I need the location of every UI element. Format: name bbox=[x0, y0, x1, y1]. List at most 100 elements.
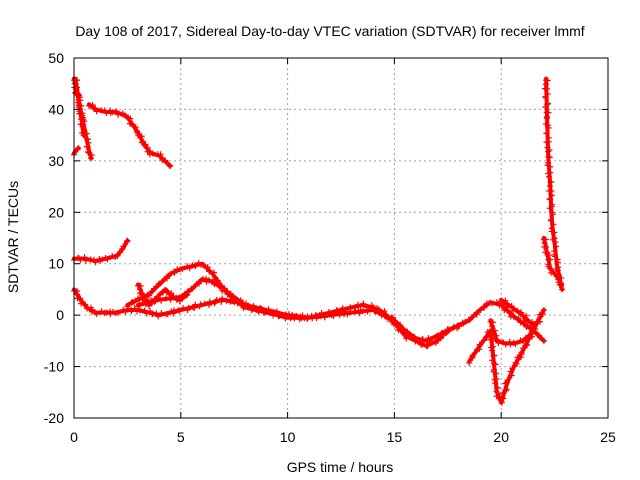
data-point bbox=[164, 311, 171, 318]
data-point bbox=[473, 309, 480, 316]
data-point bbox=[434, 334, 441, 341]
data-point bbox=[127, 115, 134, 122]
data-point bbox=[558, 281, 565, 288]
data-point bbox=[201, 300, 208, 307]
x-tick-label: 5 bbox=[177, 429, 185, 445]
data-point bbox=[74, 84, 81, 91]
data-point bbox=[170, 310, 177, 317]
data-point bbox=[146, 308, 153, 315]
data-point bbox=[470, 351, 477, 358]
data-point bbox=[546, 154, 553, 161]
data-point bbox=[80, 121, 87, 128]
data-point bbox=[124, 303, 131, 310]
data-point bbox=[246, 303, 253, 310]
data-point bbox=[351, 308, 358, 315]
data-point bbox=[138, 139, 145, 146]
data-point bbox=[78, 300, 85, 307]
data-point bbox=[504, 377, 511, 384]
data-point bbox=[191, 304, 198, 311]
data-point bbox=[455, 323, 462, 330]
data-point bbox=[494, 384, 501, 391]
data-point bbox=[512, 359, 519, 366]
data-point bbox=[544, 122, 551, 129]
data-point bbox=[197, 301, 204, 308]
data-point bbox=[84, 305, 91, 312]
data-point bbox=[158, 297, 165, 304]
data-point bbox=[490, 352, 497, 359]
data-point bbox=[540, 337, 547, 344]
data-point bbox=[92, 259, 99, 266]
data-point bbox=[544, 85, 551, 92]
data-point bbox=[113, 108, 120, 115]
data-point bbox=[80, 132, 87, 139]
data-point bbox=[489, 300, 496, 307]
data-point bbox=[469, 353, 476, 360]
data-point bbox=[491, 327, 498, 334]
chart-title: Day 108 of 2017, Sidereal Day-to-day VTE… bbox=[75, 23, 584, 39]
data-point bbox=[99, 256, 106, 263]
data-point bbox=[503, 306, 510, 313]
data-point bbox=[547, 163, 554, 170]
data-point bbox=[510, 313, 517, 320]
data-point bbox=[150, 285, 157, 292]
data-point bbox=[143, 310, 150, 317]
data-point bbox=[206, 267, 213, 274]
data-point bbox=[180, 304, 187, 311]
data-point bbox=[155, 313, 162, 320]
data-point bbox=[153, 310, 160, 317]
data-point bbox=[213, 296, 220, 303]
data-point bbox=[75, 145, 82, 151]
data-point bbox=[331, 309, 338, 316]
data-point bbox=[389, 315, 396, 322]
data-point bbox=[122, 308, 129, 315]
data-point bbox=[239, 301, 246, 308]
data-point bbox=[507, 368, 514, 375]
data-point bbox=[547, 256, 554, 263]
data-point bbox=[481, 304, 488, 311]
data-point bbox=[493, 336, 500, 343]
data-point bbox=[336, 311, 343, 318]
data-point bbox=[186, 265, 193, 272]
data-point bbox=[508, 372, 515, 379]
data-point bbox=[223, 297, 230, 304]
data-point bbox=[503, 386, 510, 393]
data-point bbox=[258, 305, 265, 312]
data-point bbox=[364, 308, 371, 315]
series-arc-11-rise bbox=[71, 237, 131, 266]
data-point bbox=[548, 217, 555, 224]
x-tick-label: 25 bbox=[600, 429, 616, 445]
data-point bbox=[378, 312, 385, 319]
data-point bbox=[554, 259, 561, 266]
data-point bbox=[205, 302, 212, 309]
data-point bbox=[489, 319, 496, 326]
data-point bbox=[440, 330, 447, 337]
data-point bbox=[542, 94, 549, 101]
data-point bbox=[84, 148, 91, 155]
data-point bbox=[192, 263, 199, 270]
data-point bbox=[544, 77, 551, 84]
data-point bbox=[525, 332, 532, 339]
data-point bbox=[545, 124, 552, 131]
data-point bbox=[170, 293, 177, 300]
data-point bbox=[514, 307, 521, 314]
data-point bbox=[179, 265, 186, 272]
series-arc-mid-band bbox=[135, 275, 441, 345]
data-point bbox=[553, 243, 560, 250]
data-point bbox=[450, 324, 457, 331]
y-tick-label: 40 bbox=[48, 101, 64, 117]
data-point bbox=[544, 100, 551, 107]
data-point bbox=[316, 312, 323, 319]
data-point bbox=[446, 327, 453, 334]
data-point bbox=[117, 249, 124, 256]
data-point bbox=[152, 295, 159, 302]
data-point bbox=[304, 315, 311, 322]
x-tick-label: 15 bbox=[387, 429, 403, 445]
series-arc-late-1 bbox=[434, 299, 547, 344]
data-point bbox=[507, 341, 514, 348]
data-point bbox=[466, 316, 473, 323]
data-point bbox=[159, 157, 166, 164]
data-point bbox=[546, 173, 553, 180]
data-point bbox=[210, 269, 217, 276]
data-point bbox=[548, 269, 555, 276]
data-point bbox=[183, 292, 190, 299]
